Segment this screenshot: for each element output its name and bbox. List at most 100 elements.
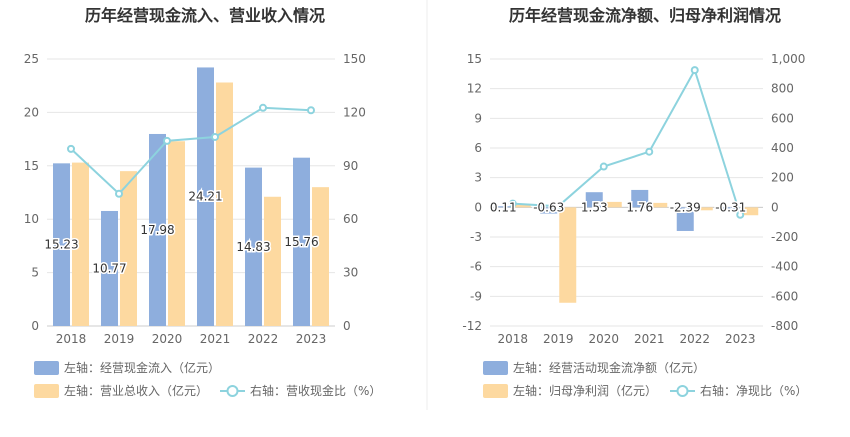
legend-swatch (34, 361, 59, 375)
right-axis-tick-label: 800 (771, 82, 794, 96)
bar-series-1 (101, 210, 118, 326)
chart-panel-net-cashflow-profit: 历年经营现金流净额、归母净利润情况 -12 -9 -6 -3 0 3 6 9 12 15 -800 -6… (462, 6, 807, 398)
right-axis-tick-label: 60 (343, 212, 358, 226)
left-axis-tick-label: 3 (474, 171, 482, 185)
left-axis-tick-label: 20 (24, 105, 39, 119)
line-point (736, 210, 745, 219)
left-axis-tick-label: 6 (474, 141, 482, 155)
bar-series-1 (676, 207, 694, 231)
right-axis-tick-label: 90 (343, 159, 358, 173)
left-axis-tick-label: 0 (474, 200, 482, 214)
legend-swatch (34, 384, 59, 398)
category-tick-label: 2021 (200, 332, 231, 346)
legend-swatch (483, 361, 508, 375)
right-axis-tick-label: 30 (343, 266, 358, 280)
category-tick-label: 2020 (588, 332, 619, 346)
right-axis-tick-label: 150 (343, 52, 366, 66)
chart-title: 历年经营现金流入、营业收入情况 (85, 6, 325, 25)
legend-label: 左轴：归母净利润（亿元） (513, 383, 657, 398)
line-point (690, 66, 699, 75)
legend-item[interactable]: 右轴：营收现金比（%） (220, 383, 381, 398)
left-axis-tick-label: 10 (24, 212, 39, 226)
right-axis-tick-label: -800 (771, 319, 798, 333)
data-label: 17.98 (140, 223, 174, 237)
bar-series-1 (585, 192, 603, 208)
left-axis-tick-label: 5 (31, 266, 39, 280)
data-label: 1.53 (581, 200, 608, 214)
legend-item[interactable]: 左轴：经营活动现金流净额（亿元） (483, 360, 705, 375)
bar-series-1 (197, 67, 214, 327)
right-axis-tick-label: 200 (771, 171, 794, 185)
category-tick-label: 2018 (56, 332, 87, 346)
bar-series-1 (245, 167, 262, 326)
bar-series-2 (741, 207, 759, 216)
line-point (307, 106, 315, 115)
left-axis-tick-label: 25 (24, 52, 39, 66)
legend-item[interactable]: 右轴：净现比（%） (670, 383, 807, 398)
right-axis-tick-label: -600 (771, 289, 798, 303)
right-axis-tick-label: -200 (771, 230, 798, 244)
legend-label: 左轴：经营现金流入（亿元） (64, 360, 220, 375)
legend-item[interactable]: 左轴：营业总收入（亿元） (34, 383, 208, 398)
data-label: 10.77 (92, 261, 126, 275)
data-label: 15.23 (44, 238, 78, 252)
chart-title: 历年经营现金流净额、归母净利润情况 (509, 6, 781, 25)
category-tick-label: 2019 (104, 332, 135, 346)
right-axis-tick-label: 0 (771, 200, 779, 214)
data-label: 14.83 (236, 240, 270, 254)
category-tick-label: 2022 (248, 332, 279, 346)
bar-series-2 (264, 196, 281, 326)
bar-series-2 (312, 187, 329, 326)
right-axis-tick-label: 120 (343, 105, 366, 119)
left-axis-tick-label: 0 (31, 319, 39, 333)
legend-swatch (483, 384, 508, 398)
bar-series-1 (293, 157, 310, 326)
left-axis-tick-label: 15 (24, 159, 39, 173)
category-tick-label: 2020 (152, 332, 183, 346)
left-axis-tick-label: -12 (462, 319, 482, 333)
bar-series-2 (168, 141, 185, 326)
bar-series-2 (120, 171, 137, 326)
data-label: -0.63 (533, 200, 564, 214)
right-axis-tick-label: 0 (343, 319, 351, 333)
data-label: 24.21 (188, 190, 222, 204)
right-axis-tick-label: 1,000 (771, 52, 805, 66)
chart-panel-cash-inflow-revenue: 历年经营现金流入、营业收入情况 0 5 10 15 20 25 0 30 60 90 120 150 20… (24, 6, 381, 398)
legend-label: 右轴：净现比（%） (700, 383, 807, 398)
legend-label: 左轴：营业总收入（亿元） (64, 383, 208, 398)
legend-label: 左轴：经营活动现金流净额（亿元） (513, 360, 705, 375)
right-axis-tick-label: 600 (771, 111, 794, 125)
line-point (554, 202, 563, 211)
left-axis-tick-label: 15 (467, 52, 482, 66)
category-tick-label: 2023 (725, 332, 756, 346)
left-axis-tick-label: -3 (470, 230, 482, 244)
bar-series-2 (216, 82, 233, 326)
line-point (163, 136, 171, 145)
bar-series-2 (695, 207, 713, 211)
category-tick-label: 2022 (679, 332, 710, 346)
bar-series-2 (72, 162, 89, 326)
category-tick-label: 2021 (634, 332, 665, 346)
legend-item[interactable]: 左轴：经营现金流入（亿元） (34, 360, 220, 375)
bar-series-1 (53, 163, 70, 326)
right-axis-tick-label: -400 (771, 260, 798, 274)
legend-label: 右轴：营收现金比（%） (250, 383, 381, 398)
bar-series-1 (494, 206, 512, 208)
category-tick-label: 2019 (543, 332, 574, 346)
legend-marker (226, 385, 239, 397)
left-axis-tick-label: -9 (470, 289, 482, 303)
data-label: -2.39 (670, 200, 701, 214)
bar-series-1 (631, 189, 649, 208)
bar-series-2 (513, 204, 531, 208)
line-point (115, 189, 123, 198)
line-point (259, 103, 267, 112)
data-label: 1.76 (626, 200, 653, 214)
category-tick-label: 2018 (497, 332, 528, 346)
bar-series-2 (650, 202, 668, 208)
line-point (508, 199, 517, 208)
bar-series-1 (722, 207, 740, 211)
legend-item[interactable]: 左轴：归母净利润（亿元） (483, 383, 657, 398)
left-axis-tick-label: 9 (474, 111, 482, 125)
